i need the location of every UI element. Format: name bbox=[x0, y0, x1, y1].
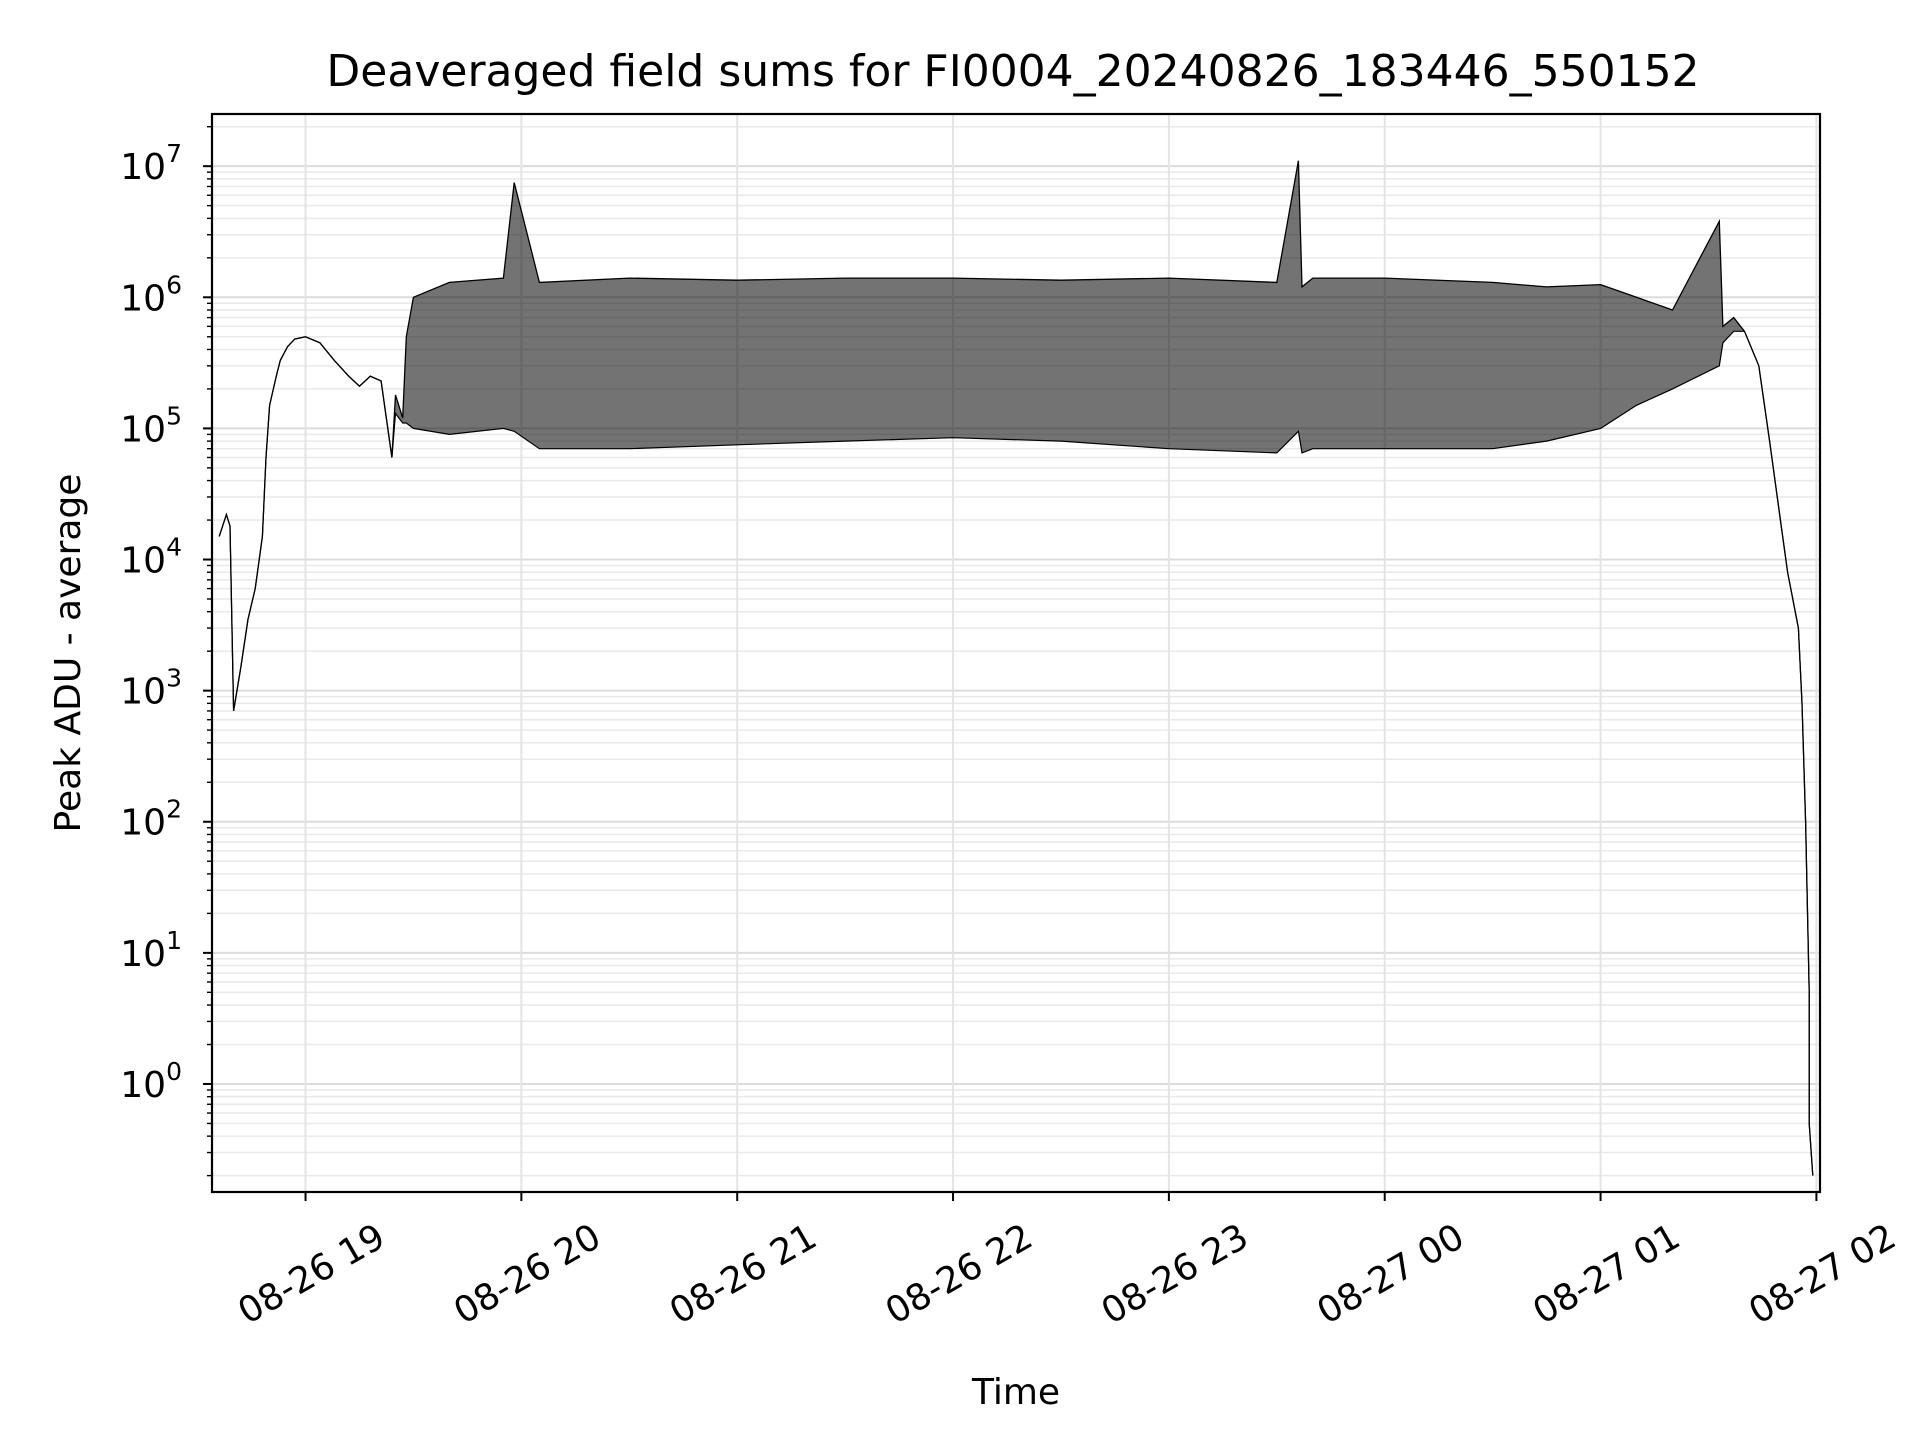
y-tick-base: 10 bbox=[120, 803, 166, 844]
plot-frame bbox=[210, 112, 1822, 1194]
y-tick-exponent: 5 bbox=[166, 401, 182, 430]
y-tick-label: 100 bbox=[120, 1057, 182, 1106]
y-tick-base: 10 bbox=[120, 541, 166, 582]
series-fluctuation-band bbox=[219, 160, 1813, 1176]
y-tick-label: 102 bbox=[120, 795, 182, 844]
y-axis-label: Peak ADU - average bbox=[48, 474, 89, 833]
y-tick-label: 103 bbox=[120, 664, 182, 713]
y-tick-base: 10 bbox=[120, 147, 166, 188]
x-axis-label: Time bbox=[971, 1372, 1060, 1413]
y-tick-exponent: 3 bbox=[166, 664, 182, 693]
y-tick-exponent: 0 bbox=[166, 1057, 182, 1086]
series-line bbox=[218, 160, 1814, 1176]
y-tick-label: 106 bbox=[120, 270, 182, 319]
y-tick-label: 107 bbox=[120, 139, 182, 188]
y-tick-base: 10 bbox=[120, 934, 166, 975]
y-tick-exponent: 7 bbox=[166, 139, 182, 168]
y-tick-exponent: 6 bbox=[166, 270, 182, 299]
y-tick-exponent: 2 bbox=[166, 795, 182, 824]
y-tick-label: 104 bbox=[120, 533, 182, 582]
y-tick-base: 10 bbox=[120, 409, 166, 450]
y-tick-exponent: 4 bbox=[166, 533, 182, 562]
y-tick-exponent: 1 bbox=[166, 926, 182, 955]
y-tick-base: 10 bbox=[120, 278, 166, 319]
data-layer bbox=[218, 160, 1814, 1176]
y-tick-base: 10 bbox=[120, 672, 166, 713]
y-tick-label: 101 bbox=[120, 926, 182, 975]
y-tick-base: 10 bbox=[120, 1065, 166, 1106]
y-tick-label: 105 bbox=[120, 401, 182, 450]
chart-title: Deaveraged field sums for FI0004_2024082… bbox=[326, 46, 1699, 97]
